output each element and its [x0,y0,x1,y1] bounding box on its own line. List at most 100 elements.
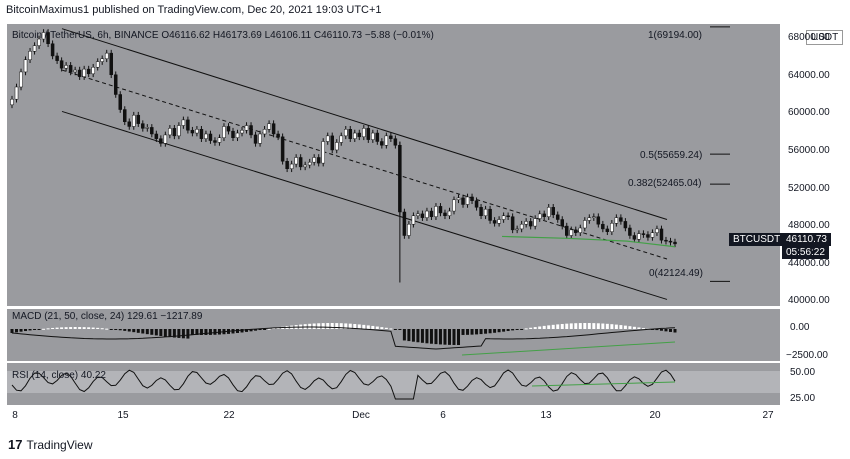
candle-68 [316,154,321,167]
candle-106 [488,205,492,224]
candle-54 [253,131,258,147]
candle-body-107 [492,220,497,224]
macd-bar-57 [267,328,271,330]
rsi-tick-1: 25.00 [790,393,816,404]
candle-61 [285,157,289,173]
macd-bar-5 [33,329,37,330]
macd-bar-32 [154,329,158,336]
candle-body-140 [641,233,646,235]
candle-116 [533,215,537,230]
candle-body-139 [637,233,641,240]
high-value: H46173.69 [212,30,262,41]
candle-118 [542,210,546,220]
candle-body-50 [235,132,240,138]
price-tick-1: 64000.00 [788,69,830,81]
price-panel[interactable] [7,24,780,306]
candle-129 [592,213,596,221]
candle-123 [565,222,569,239]
candle-83 [384,132,389,149]
price-chart[interactable] [7,24,780,306]
rsi-value: 40.22 [80,370,106,381]
candle-body-55 [258,133,262,144]
macd-bar-101 [466,329,470,335]
macd-bar-12 [64,327,68,329]
candle-body-129 [592,216,596,218]
macd-bar-144 [659,329,663,331]
candle-body-92 [425,210,429,218]
candle-2 [19,68,23,91]
candle-56 [262,125,267,138]
macd-bar-103 [475,329,479,335]
candle-body-88 [407,223,411,236]
candle-38 [181,116,186,129]
rsi-label: RSI (14, close) 40.22 [12,370,106,381]
macd-label: MACD (21, 50, close, 24) 129.61 −1217.89 [12,311,202,322]
macd-bar-117 [538,326,542,329]
macd-bar-30 [145,329,149,335]
candle-133 [610,219,614,236]
candle-78 [362,125,366,141]
candle-body-145 [664,239,668,242]
candle-0 [10,95,14,109]
rsi-chart[interactable] [7,363,780,405]
macd-bar-145 [664,329,668,332]
candle-body-39 [186,119,190,131]
candle-107 [492,217,497,227]
macd-bar-58 [272,328,276,330]
candle-41 [195,125,199,137]
candle-body-121 [555,214,560,220]
macd-bar-15 [78,327,82,329]
candle-body-74 [344,129,348,137]
macd-bar-1 [15,329,19,333]
macd-bar-98 [452,329,456,345]
candle-95 [438,203,443,217]
macd-chart[interactable] [7,309,780,361]
candle-body-116 [533,218,537,227]
candle-body-106 [488,208,492,221]
candle-20 [100,55,104,65]
currency-button[interactable]: USDT [806,30,844,45]
macd-bar-131 [601,323,605,329]
candle-63 [294,154,298,168]
candle-51 [240,126,244,137]
candle-body-51 [240,129,244,134]
candle-77 [357,129,362,141]
macd-bar-130 [596,323,600,329]
candle-body-127 [583,220,587,229]
price-axis[interactable] [780,24,842,306]
candle-11 [59,57,64,72]
candle-body-147 [673,241,677,245]
candle-body-43 [204,133,208,139]
candle-125 [574,226,578,236]
candle-139 [637,230,641,243]
candle-14 [73,66,77,76]
macd-bar-22 [109,329,113,330]
candle-body-12 [64,65,68,69]
rsi-axis [780,363,842,405]
candle-body-136 [623,221,628,229]
macd-bar-89 [411,329,415,342]
macd-bar-124 [569,323,573,329]
candle-body-40 [190,129,195,134]
candle-body-85 [393,138,398,146]
candle-4 [28,47,32,64]
macd-bar-112 [515,329,519,330]
macd-bar-34 [163,329,167,337]
candle-body-3 [23,59,28,73]
macd-bar-129 [592,323,596,329]
candle-141 [646,231,650,241]
candle-47 [222,123,226,142]
candle-120 [551,204,555,219]
candle-body-32 [154,133,159,139]
candle-body-7 [41,32,46,40]
candle-body-141 [646,234,650,238]
candle-body-67 [312,157,316,163]
rsi-tick-0: 50.00 [790,367,816,378]
macd-bar-74 [344,323,348,329]
macd-bar-143 [655,329,659,331]
macd-bar-132 [605,323,609,329]
macd-bar-139 [637,327,641,329]
macd-bar-77 [357,324,361,329]
macd-panel[interactable] [7,309,780,361]
candle-49 [231,127,235,142]
